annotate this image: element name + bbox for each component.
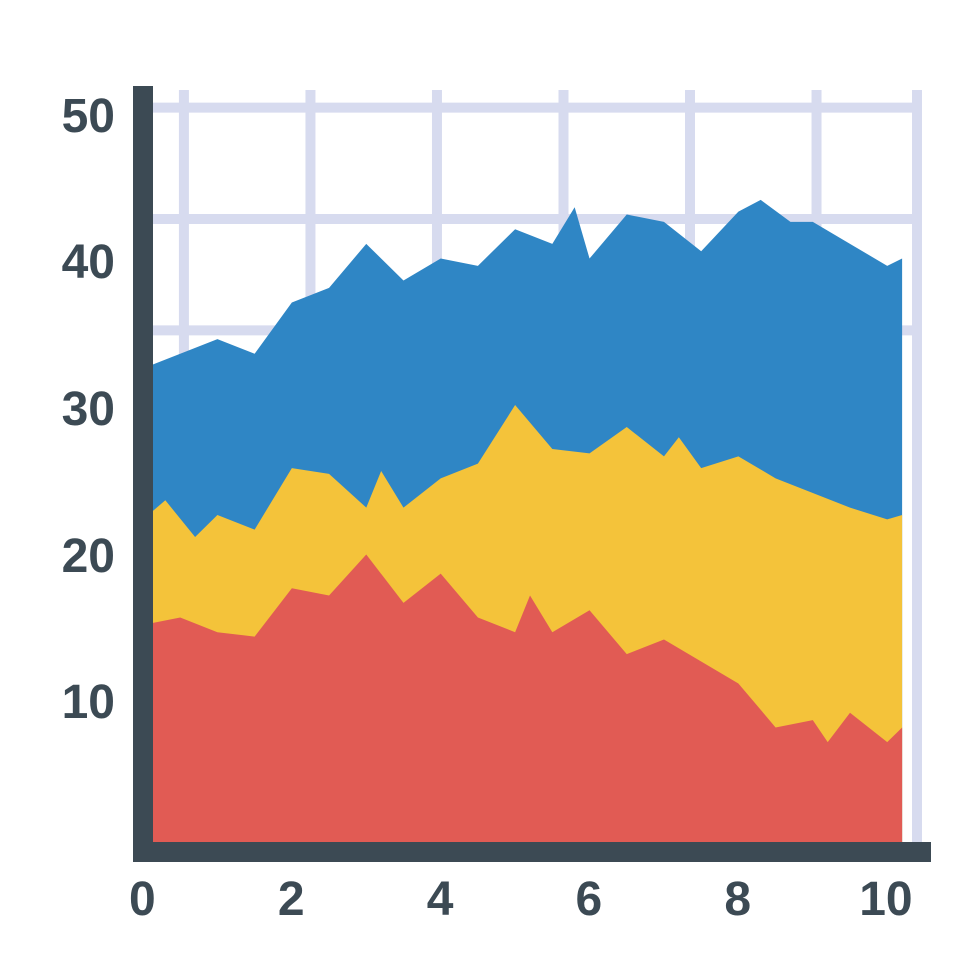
y-tick-label: 30 <box>62 386 115 434</box>
area-chart: 10 20 30 40 50 0 2 4 6 8 10 <box>0 0 980 980</box>
y-tick-label: 20 <box>62 533 115 581</box>
x-tick-label: 8 <box>724 876 751 924</box>
x-tick-label: 2 <box>278 876 305 924</box>
x-tick-label: 4 <box>427 876 454 924</box>
x-tick-label: 0 <box>129 876 156 924</box>
y-tick-label: 40 <box>62 239 115 287</box>
chart-svg <box>0 0 980 980</box>
y-tick-label: 50 <box>62 93 115 141</box>
x-tick-label: 6 <box>576 876 603 924</box>
x-tick-label: 10 <box>859 876 912 924</box>
y-tick-label: 10 <box>62 679 115 727</box>
